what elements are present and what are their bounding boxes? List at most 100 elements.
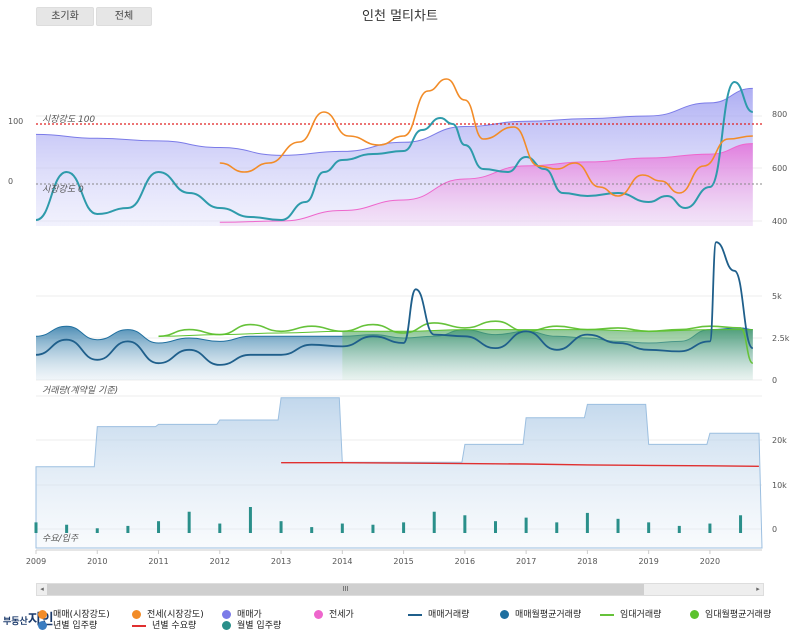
legend-item[interactable]: 임대거래량 (600, 610, 661, 621)
reset-button[interactable]: 초기화 (36, 7, 94, 26)
x-tick-label: 2020 (700, 557, 720, 566)
monthly-supply-bar (371, 524, 375, 533)
legend-label: 매매가 (237, 610, 262, 620)
rent-monthly-avg-area (158, 329, 753, 380)
scroll-right-arrow[interactable]: ▸ (756, 585, 760, 593)
x-tick-label: 2009 (26, 557, 46, 566)
legend-label: 년별 입주량 (53, 621, 98, 631)
multi-chart[interactable]: 시장강도 100 시장강도 0 거래량(계약일 기준) 수요/입주 2009 2010… (0, 0, 800, 606)
x-tick-label: 2014 (332, 557, 352, 566)
legend-dot-icon (314, 610, 323, 619)
monthly-supply-bar (310, 527, 314, 533)
volume-panel (35, 241, 754, 380)
monthly-supply-bar (95, 528, 99, 533)
legend-dot-icon (38, 621, 47, 630)
monthly-supply-bar (708, 523, 712, 533)
x-tick-label: 2017 (516, 557, 536, 566)
right-tick-label: 10k (772, 481, 787, 490)
monthly-supply-bar (248, 507, 252, 533)
annotation-volume-basis: 거래량(계약일 기준) (42, 385, 118, 396)
annotation-strength-100: 시장강도 100 (42, 114, 95, 125)
scrollbar[interactable]: ◂ III ▸ (36, 583, 764, 596)
monthly-supply-bar (279, 521, 283, 533)
legend-item[interactable]: 매매월평균거래량 (500, 610, 581, 621)
sale-strength-line (35, 80, 754, 222)
legend-line-icon (408, 613, 422, 616)
jeonse-price-line (219, 143, 753, 223)
monthly-supply-bar (157, 521, 161, 533)
jeonse-strength-line (219, 78, 753, 197)
jeonse-price-area (219, 143, 753, 226)
x-tick-label: 2012 (210, 557, 230, 566)
monthly-supply-bar (739, 515, 743, 533)
legend-dot-icon (690, 610, 699, 619)
annotation-supply-demand: 수요/입주 (42, 533, 79, 544)
left-tick-label: 0 (8, 177, 13, 186)
legend-dot-icon (132, 610, 141, 619)
monthly-supply-bar (524, 517, 528, 533)
monthly-supply-bar (616, 518, 620, 533)
x-tick-label: 2013 (271, 557, 291, 566)
legend-dot-icon (38, 610, 47, 619)
legend-item[interactable]: 매매(시장강도) (38, 610, 110, 621)
right-tick-label: 0 (772, 376, 777, 385)
sale-volume-line (35, 241, 754, 366)
legend-item[interactable]: 전세(시장강도) (132, 610, 204, 621)
scroll-left-arrow[interactable]: ◂ (40, 585, 44, 593)
right-tick-label: 600 (772, 164, 787, 173)
supply-panel: 거래량(계약일 기준) 수요/입주 (34, 385, 763, 549)
x-tick-label: 2019 (638, 557, 658, 566)
monthly-supply-bar (647, 522, 651, 533)
monthly-supply-bar (402, 522, 406, 533)
monthly-supply-bar (585, 512, 589, 533)
x-tick-label: 2015 (393, 557, 413, 566)
rent-volume-line (158, 320, 754, 364)
legend-label: 매매월평균거래량 (515, 610, 582, 620)
right-tick-label: 400 (772, 217, 787, 226)
legend-item[interactable]: 전세가 (314, 610, 354, 621)
legend-item[interactable]: 년별 수요량 (132, 621, 196, 632)
legend-label: 매매(시장강도) (53, 610, 110, 620)
legend-item[interactable]: 임대월평균거래량 (690, 610, 771, 621)
monthly-supply-bar (218, 523, 222, 533)
right-tick-label: 0 (772, 525, 777, 534)
scroll-thumb[interactable]: III (47, 584, 644, 595)
sale-price-line (35, 87, 753, 156)
x-tick-label: 2010 (87, 557, 107, 566)
price-panel: 시장강도 100 시장강도 0 (35, 78, 762, 227)
legend-label: 월별 입주량 (237, 621, 282, 631)
legend-item[interactable]: 월별 입주량 (222, 621, 281, 632)
brand-logo: 부동산지인 (3, 612, 54, 628)
x-tick-label: 2016 (455, 557, 475, 566)
legend-dot-icon (222, 610, 231, 619)
legend-item[interactable]: 매매거래량 (408, 610, 469, 621)
right-tick-label: 20k (772, 436, 787, 445)
legend-label: 전세가 (329, 610, 354, 620)
legend-label: 매매거래량 (428, 610, 470, 620)
right-tick-label: 5k (772, 292, 782, 301)
monthly-supply-bar (34, 522, 38, 533)
x-tick-label: 2011 (148, 557, 168, 566)
monthly-supply-bar (65, 524, 69, 533)
legend-item[interactable]: 년별 입주량 (38, 621, 97, 632)
left-tick-label: 100 (8, 117, 23, 126)
show-all-button[interactable]: 전체 (96, 7, 152, 26)
x-axis: 2009 2010 2011 2012 2013 2014 2015 2016 2017 2018… (26, 549, 762, 566)
legend-label: 년별 수요량 (152, 621, 197, 631)
right-tick-label: 800 (772, 110, 787, 119)
legend-item[interactable]: 매매가 (222, 610, 262, 621)
legend-dot-icon (222, 621, 231, 630)
legend-dot-icon (500, 610, 509, 619)
x-tick-label: 2018 (577, 557, 597, 566)
annotation-strength-0: 시장강도 0 (42, 184, 84, 195)
monthly-supply-bar (187, 511, 191, 533)
chart-title: 인천 멀티차트 (362, 9, 438, 24)
monthly-supply-bar (126, 525, 130, 533)
annual-demand-line (281, 462, 759, 467)
legend-label: 임대월평균거래량 (705, 610, 772, 620)
monthly-supply-bar (463, 515, 467, 533)
legend-line-icon (132, 624, 146, 627)
monthly-supply-bar (677, 525, 681, 533)
monthly-supply-bar (493, 521, 497, 533)
